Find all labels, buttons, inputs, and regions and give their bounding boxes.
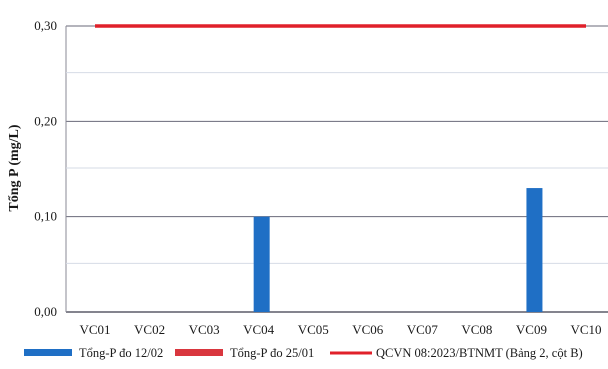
y-tick-label-1: 0,10 [34,209,57,224]
x-tick-label-4: VC05 [298,322,329,337]
x-tick-label-3: VC04 [243,322,275,337]
x-tick-label-7: VC08 [461,322,492,337]
x-tick-label-2: VC03 [189,322,220,337]
faint-grid-lines [66,72,608,264]
legend: Tổng-P đo 12/02 Tổng-P đo 25/01 QCVN 08:20… [24,346,583,360]
x-tick-label-6: VC07 [407,322,439,337]
legend-swatch-1 [175,349,223,356]
legend-label-2: QCVN 08:2023/BTNMT (Bảng 2, cột B) [376,346,583,360]
x-tick-label-8: VC09 [516,322,547,337]
legend-label-0: Tổng-P đo 12/02 [79,346,163,360]
x-tick-label-5: VC06 [352,322,384,337]
x-tick-label-9: VC10 [570,322,601,337]
bars [253,188,543,312]
bar-s0-vc04 [253,216,270,312]
y-tick-labels: 0,00 0,10 0,20 0,30 [34,18,57,319]
bar-s0-vc09 [526,188,543,312]
y-tick-label-0: 0,00 [34,304,57,319]
x-tick-label-0: VC01 [79,322,110,337]
y-tick-label-3: 0,30 [34,18,57,33]
y-tick-label-2: 0,20 [34,113,57,128]
y-axis-label: Tổng P (mg/L) [7,124,22,211]
x-tick-labels: VC01 VC02 VC03 VC04 VC05 VC06 VC07 VC08 VC09 VC10 [79,322,601,337]
legend-swatch-0 [24,349,72,356]
legend-label-1: Tổng-P đo 25/01 [230,346,314,360]
x-tick-label-1: VC02 [134,322,165,337]
